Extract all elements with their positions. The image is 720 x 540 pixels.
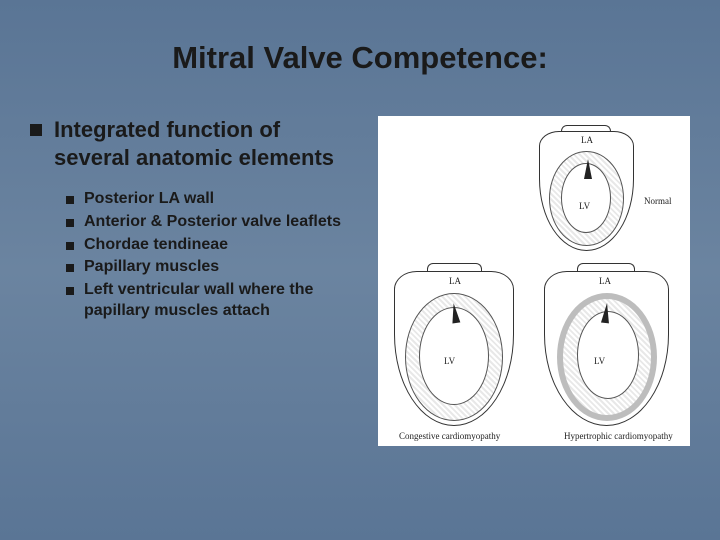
panel-caption: Hypertrophic cardiomyopathy xyxy=(564,431,673,441)
content-row: Integrated function of several anatomic … xyxy=(30,116,690,446)
diagram-panel: LA LV Normal LA LV Congestive cardiomyop… xyxy=(378,116,690,446)
list-item: Chordae tendineae xyxy=(66,235,360,256)
main-bullet: Integrated function of several anatomic … xyxy=(30,116,360,171)
sub-point-text: Anterior & Posterior valve leaflets xyxy=(84,212,341,233)
ventricle-cavity xyxy=(577,311,639,399)
list-item: Posterior LA wall xyxy=(66,189,360,210)
square-bullet-icon xyxy=(66,196,74,204)
square-bullet-icon xyxy=(66,287,74,295)
chamber-label: LV xyxy=(444,356,455,366)
chamber-label: LA xyxy=(581,135,593,145)
square-bullet-icon xyxy=(30,124,42,136)
heart-diagram: LA LV Normal LA LV Congestive cardiomyop… xyxy=(389,131,679,431)
sub-point-text: Papillary muscles xyxy=(84,257,219,278)
square-bullet-icon xyxy=(66,219,74,227)
list-item: Anterior & Posterior valve leaflets xyxy=(66,212,360,233)
panel-caption: Congestive cardiomyopathy xyxy=(399,431,500,441)
flow-arrow-icon xyxy=(584,159,592,179)
list-item: Papillary muscles xyxy=(66,257,360,278)
chamber-label: LA xyxy=(449,276,461,286)
chamber-label: LV xyxy=(594,356,605,366)
main-point-text: Integrated function of several anatomic … xyxy=(54,116,360,171)
chamber-label: LV xyxy=(579,201,590,211)
sub-point-text: Chordae tendineae xyxy=(84,235,228,256)
panel-caption: Normal xyxy=(644,196,672,206)
sub-list: Posterior LA wall Anterior & Posterior v… xyxy=(66,189,360,322)
chamber-label: LA xyxy=(599,276,611,286)
text-column: Integrated function of several anatomic … xyxy=(30,116,360,324)
slide: Mitral Valve Competence: Integrated func… xyxy=(0,0,720,540)
slide-title: Mitral Valve Competence: xyxy=(30,40,690,76)
sub-point-text: Posterior LA wall xyxy=(84,189,214,210)
list-item: Left ventricular wall where the papillar… xyxy=(66,280,360,322)
square-bullet-icon xyxy=(66,264,74,272)
sub-point-text: Left ventricular wall where the papillar… xyxy=(84,280,360,322)
square-bullet-icon xyxy=(66,242,74,250)
